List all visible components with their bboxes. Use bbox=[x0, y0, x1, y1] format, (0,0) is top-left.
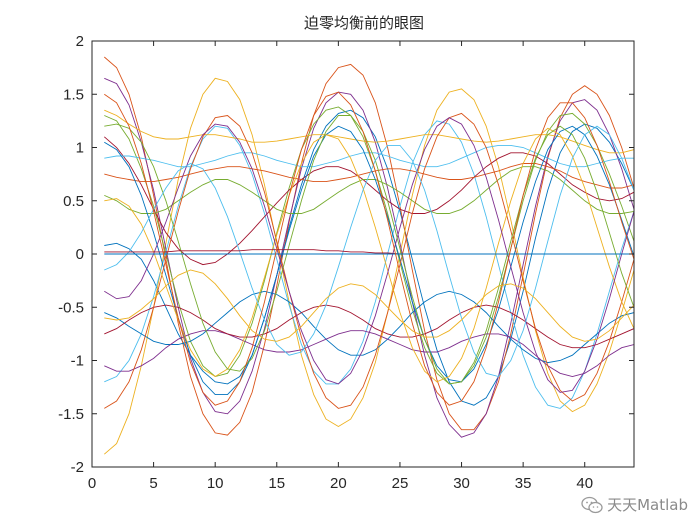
y-tick-label: 2 bbox=[76, 33, 84, 50]
x-axis: 0 5 10 15 20 25 30 35 40 bbox=[88, 41, 593, 492]
chart-title: 迫零均衡前的眼图 bbox=[304, 14, 424, 32]
y-tick-label: 1.5 bbox=[63, 86, 84, 103]
series-line-7 bbox=[104, 136, 634, 266]
y-tick-label: 0 bbox=[76, 246, 84, 263]
y-tick-label: -0.5 bbox=[58, 299, 84, 316]
wechat-icon bbox=[581, 496, 603, 513]
series-line-6 bbox=[104, 120, 634, 409]
series-line-9 bbox=[104, 163, 634, 189]
series-line-10 bbox=[104, 109, 634, 154]
series-line-23 bbox=[104, 91, 634, 406]
series-line-3 bbox=[104, 77, 634, 455]
series-line-20 bbox=[104, 125, 634, 378]
y-tick-label: -1.5 bbox=[58, 406, 84, 423]
series-line-5 bbox=[104, 106, 634, 385]
x-tick-label: 35 bbox=[515, 475, 532, 492]
y-axis: -2 -1.5 -1 -0.5 0 0.5 1 1.5 2 bbox=[58, 33, 634, 476]
y-tick-label: -1 bbox=[71, 353, 84, 370]
x-tick-label: 10 bbox=[207, 475, 224, 492]
y-tick-label: 1 bbox=[76, 140, 84, 157]
series-line-12 bbox=[104, 166, 634, 214]
series-line-15 bbox=[104, 125, 634, 396]
y-tick-label: 0.5 bbox=[63, 193, 84, 210]
series-line-14 bbox=[104, 304, 634, 349]
x-tick-label: 15 bbox=[268, 475, 285, 492]
series-line-4 bbox=[104, 77, 634, 438]
watermark: 天天Matlab bbox=[581, 494, 688, 515]
x-tick-label: 0 bbox=[88, 475, 96, 492]
series-line-19 bbox=[104, 115, 634, 385]
series-line-16 bbox=[104, 112, 634, 409]
x-tick-label: 25 bbox=[392, 475, 409, 492]
y-tick-label: -2 bbox=[71, 459, 84, 476]
x-tick-label: 20 bbox=[330, 475, 347, 492]
series-line-2 bbox=[104, 56, 634, 436]
x-tick-label: 40 bbox=[576, 475, 593, 492]
series-line-18 bbox=[104, 117, 634, 393]
series-layer bbox=[104, 56, 634, 455]
series-line-13 bbox=[104, 144, 634, 168]
x-tick-label: 5 bbox=[149, 475, 157, 492]
x-tick-label: 30 bbox=[453, 475, 470, 492]
series-line-17 bbox=[104, 127, 634, 383]
series-line-24 bbox=[104, 269, 634, 342]
watermark-text: 天天Matlab bbox=[607, 496, 688, 514]
series-line-8 bbox=[104, 290, 634, 364]
